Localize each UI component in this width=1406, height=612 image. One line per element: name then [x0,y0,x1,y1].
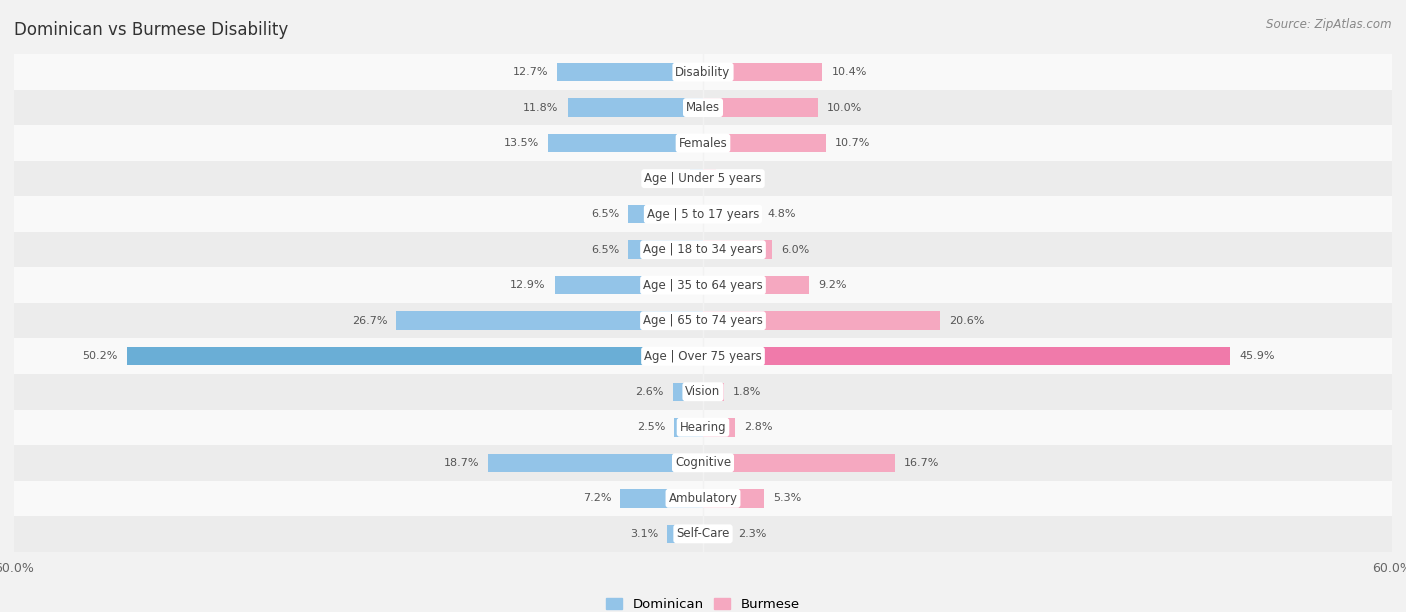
Bar [14,516,1392,551]
Bar [14,480,1392,516]
Text: 3.1%: 3.1% [630,529,658,539]
Text: 13.5%: 13.5% [503,138,538,148]
Text: Vision: Vision [685,385,721,398]
Bar [703,241,772,259]
Text: Disability: Disability [675,65,731,78]
Text: 1.1%: 1.1% [652,174,681,184]
Bar [14,374,1392,409]
Bar [127,347,703,365]
Text: Cognitive: Cognitive [675,457,731,469]
Bar [703,418,735,436]
Text: 2.6%: 2.6% [636,387,664,397]
Bar [628,241,703,259]
Bar [14,303,1392,338]
Bar [703,63,823,81]
Bar [14,161,1392,196]
Bar [703,382,724,401]
Text: 16.7%: 16.7% [904,458,939,468]
Bar [703,276,808,294]
Text: Age | 18 to 34 years: Age | 18 to 34 years [643,243,763,256]
Bar [703,489,763,507]
Text: Females: Females [679,136,727,149]
Text: 7.2%: 7.2% [582,493,612,503]
Text: Source: ZipAtlas.com: Source: ZipAtlas.com [1267,18,1392,31]
Text: 2.8%: 2.8% [744,422,773,432]
Text: Age | 35 to 64 years: Age | 35 to 64 years [643,278,763,292]
Text: Dominican vs Burmese Disability: Dominican vs Burmese Disability [14,21,288,39]
Text: 20.6%: 20.6% [949,316,984,326]
Text: 6.0%: 6.0% [782,245,810,255]
Bar [628,205,703,223]
Bar [548,134,703,152]
Bar [673,382,703,401]
Text: 6.5%: 6.5% [591,209,619,219]
Bar [14,196,1392,232]
Bar [703,453,894,472]
Bar [668,524,703,543]
Text: Hearing: Hearing [679,421,727,434]
Bar [14,54,1392,90]
Text: 5.3%: 5.3% [773,493,801,503]
Bar [488,453,703,472]
Bar [555,276,703,294]
Text: 50.2%: 50.2% [82,351,117,361]
Text: Age | Over 75 years: Age | Over 75 years [644,349,762,363]
Bar [14,445,1392,480]
Bar [14,232,1392,267]
Bar [703,134,825,152]
Text: 12.9%: 12.9% [510,280,546,290]
Text: Age | 65 to 74 years: Age | 65 to 74 years [643,314,763,327]
Bar [703,347,1230,365]
Bar [14,90,1392,125]
Bar [703,99,818,117]
Bar [675,418,703,436]
Bar [14,338,1392,374]
Bar [703,170,716,188]
Text: 10.0%: 10.0% [827,103,862,113]
Text: 4.8%: 4.8% [768,209,796,219]
Text: Self-Care: Self-Care [676,528,730,540]
Text: 1.1%: 1.1% [725,174,754,184]
Text: Age | 5 to 17 years: Age | 5 to 17 years [647,207,759,221]
Text: 10.7%: 10.7% [835,138,870,148]
Text: 2.3%: 2.3% [738,529,766,539]
Text: 45.9%: 45.9% [1239,351,1275,361]
Text: 26.7%: 26.7% [352,316,387,326]
Bar [620,489,703,507]
Bar [703,312,939,330]
Text: 9.2%: 9.2% [818,280,846,290]
Text: 1.8%: 1.8% [733,387,761,397]
Text: 10.4%: 10.4% [831,67,868,77]
Bar [14,125,1392,161]
Text: 2.5%: 2.5% [637,422,665,432]
Bar [703,524,730,543]
Text: Males: Males [686,101,720,114]
Text: 11.8%: 11.8% [523,103,558,113]
Bar [703,205,758,223]
Bar [557,63,703,81]
Legend: Dominican, Burmese: Dominican, Burmese [606,599,800,611]
Text: 18.7%: 18.7% [444,458,479,468]
Bar [14,409,1392,445]
Text: Age | Under 5 years: Age | Under 5 years [644,172,762,185]
Bar [568,99,703,117]
Bar [396,312,703,330]
Bar [14,267,1392,303]
Text: Ambulatory: Ambulatory [668,492,738,505]
Text: 6.5%: 6.5% [591,245,619,255]
Bar [690,170,703,188]
Text: 12.7%: 12.7% [513,67,548,77]
